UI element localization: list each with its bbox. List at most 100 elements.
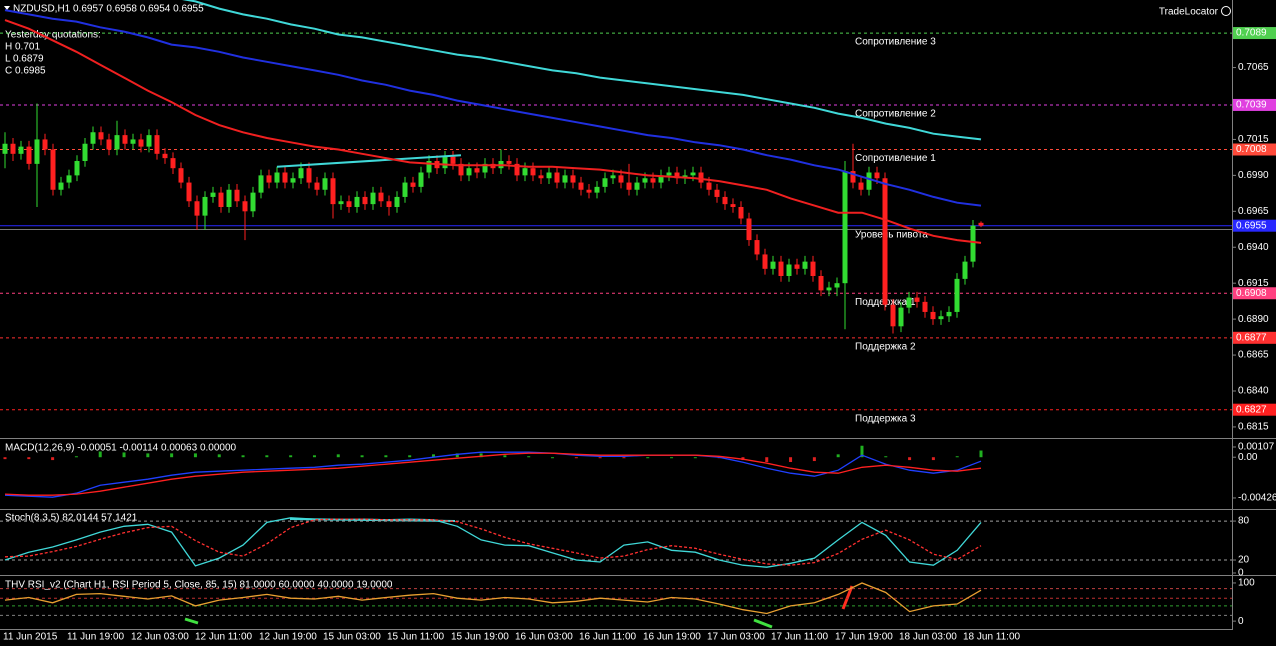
y-tick-label: 80 [1238, 516, 1250, 527]
level-price-box [1233, 143, 1276, 156]
x-tick-label: 17 Jun 19:00 [835, 632, 893, 643]
panel [0, 582, 1232, 616]
candle-body [386, 201, 392, 207]
candle-body [290, 178, 296, 183]
menu-arrow[interactable] [4, 6, 10, 10]
level-price-box [1233, 98, 1276, 111]
rsi-highlight [841, 585, 854, 610]
histogram-bar [884, 456, 888, 458]
candle-body [522, 168, 528, 176]
y-tick-label: 0.6915 [1238, 278, 1269, 289]
candle-body [738, 207, 744, 219]
histogram-bar [503, 455, 507, 458]
candle-body [34, 139, 40, 164]
candle-body [354, 196, 360, 207]
candle-body [466, 168, 472, 176]
histogram-bar [931, 457, 935, 461]
histogram-bar [789, 457, 793, 462]
panel-title: MACD(12,26,9) -0.00051 -0.00114 0.00063 … [5, 443, 237, 454]
candle-body [266, 175, 272, 183]
x-tick-label: 18 Jun 11:00 [963, 632, 1021, 643]
histogram-bar [27, 457, 31, 460]
brand[interactable]: TradeLocator [1159, 7, 1219, 18]
histogram-bar [241, 455, 245, 458]
candle-body [938, 316, 944, 320]
candle-body [730, 204, 736, 207]
candle-body [258, 175, 264, 193]
level-name: Сопротивление 1 [855, 153, 936, 164]
candle-body [874, 172, 880, 179]
candle-body [322, 178, 328, 190]
candle-body [218, 192, 224, 207]
candle-body [170, 158, 176, 169]
panel [0, 517, 1232, 568]
candle-body [778, 261, 784, 276]
y-tick-label: 0.6940 [1238, 242, 1269, 253]
histogram-bar [646, 457, 650, 459]
candle-body [482, 163, 488, 173]
y-tick-label: 0.6890 [1238, 314, 1269, 325]
level-price: 0.7089 [1236, 28, 1267, 39]
candle-body [58, 182, 64, 190]
candle-body [274, 172, 280, 183]
level-price: 0.6827 [1236, 404, 1267, 415]
candle-body [978, 222, 984, 226]
y-tick-label: 0.6840 [1238, 386, 1269, 397]
candle-body [754, 240, 760, 255]
histogram-bar [265, 455, 269, 458]
candle-body [194, 201, 200, 216]
histogram-bar [598, 457, 602, 459]
y-tick-label: 0.00107 [1238, 442, 1275, 453]
level-price: 0.6908 [1236, 288, 1267, 299]
histogram-bar [908, 457, 912, 461]
histogram-bar [51, 457, 55, 461]
candle-body [962, 261, 968, 279]
x-tick-label: 12 Jun 19:00 [259, 632, 317, 643]
series-line [4, 19, 982, 244]
level-name: Сопротивление 2 [855, 109, 936, 120]
candle-body [634, 182, 640, 190]
candle-body [202, 196, 208, 216]
candle-body [570, 175, 576, 183]
candle-body [138, 139, 144, 147]
histogram-bar [955, 456, 959, 458]
candle-body [666, 172, 672, 176]
y-tick-label: 0.6990 [1238, 170, 1269, 181]
candle-body [514, 163, 520, 176]
y-tick-label: 0 [1238, 568, 1244, 579]
candle-body [242, 201, 248, 212]
candle-body [650, 178, 656, 183]
histogram-bar [384, 455, 388, 458]
y-tick-label: 0.6815 [1238, 422, 1269, 433]
candle-body [562, 175, 568, 183]
candle-body [546, 172, 552, 179]
candle-body [10, 143, 16, 154]
x-tick-label: 12 Jun 03:00 [131, 632, 189, 643]
level-name: Поддержка 2 [855, 341, 916, 352]
histogram-bar [979, 450, 983, 458]
y-tick-label: 0 [1238, 616, 1244, 627]
candle-body [594, 186, 600, 193]
candle-body [442, 156, 448, 169]
candle-body [130, 139, 136, 144]
candle-body [922, 301, 928, 312]
histogram-bar [479, 453, 483, 458]
candle-body [882, 178, 888, 305]
x-tick-label: 17 Jun 03:00 [707, 632, 765, 643]
candle-body [866, 172, 872, 190]
x-tick-label: 15 Jun 19:00 [451, 632, 509, 643]
level-price: 0.6955 [1236, 220, 1267, 231]
x-tick-label: 18 Jun 03:00 [899, 632, 957, 643]
candle-body [954, 278, 960, 312]
candle-body [674, 172, 680, 179]
quote-note: H 0.701 [5, 42, 40, 53]
candle-body [970, 225, 976, 262]
candle-body [602, 178, 608, 187]
panel-title: Stoch(8,3,5) 82.0144 57.1421 [5, 513, 138, 524]
candle-body [850, 171, 856, 183]
candle-body [530, 168, 536, 176]
candle-body [426, 161, 432, 173]
histogram-bar [146, 453, 150, 458]
series-line [4, 9, 982, 207]
